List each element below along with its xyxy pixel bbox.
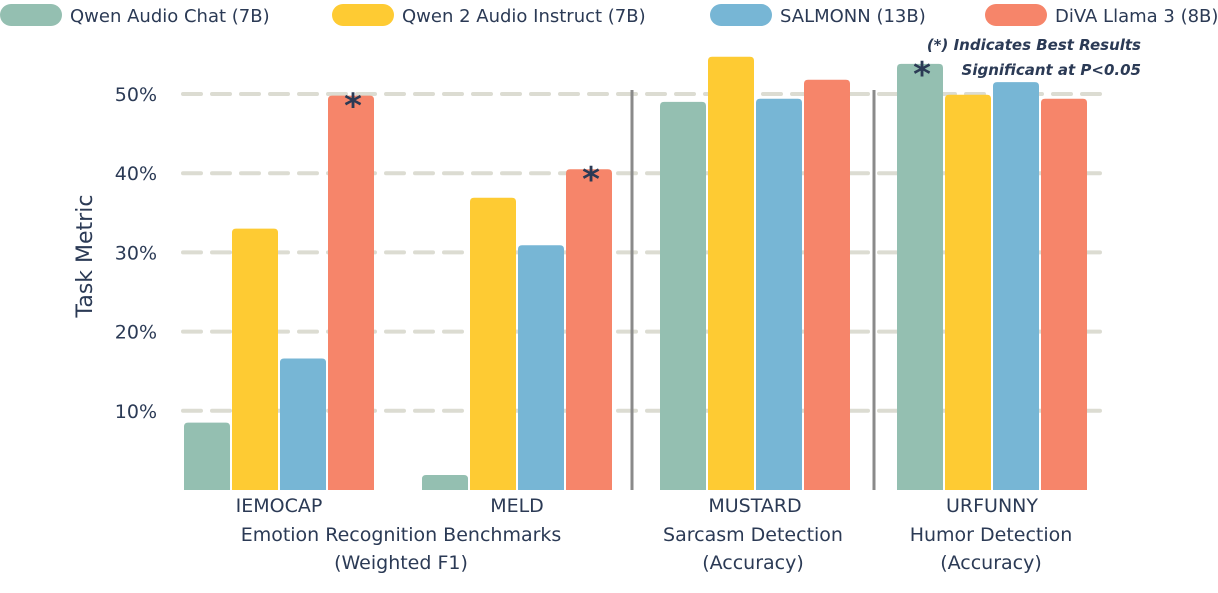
bar — [756, 98, 802, 490]
y-axis-ticks: 10% 20% 30% 40% 50% — [115, 84, 157, 423]
legend-swatch — [0, 4, 62, 26]
significance-note: (*) Indicates Best Results Significant a… — [927, 36, 1141, 79]
x-tick-label: URFUNNY — [946, 495, 1038, 517]
bar — [1041, 98, 1087, 490]
y-tick-label: 10% — [115, 401, 157, 423]
bar — [804, 79, 850, 490]
y-tick-label: 30% — [115, 242, 157, 264]
x-tick-label: IEMOCAP — [236, 495, 323, 517]
bar — [184, 422, 230, 490]
y-tick-label: 50% — [115, 84, 157, 106]
legend-swatch — [985, 4, 1047, 26]
bar — [470, 197, 516, 490]
legend-swatch — [332, 4, 394, 26]
group-label: Humor Detection — [910, 524, 1073, 546]
bar — [328, 95, 374, 491]
significance-markers: * * * — [344, 55, 931, 200]
y-tick-label: 20% — [115, 322, 157, 344]
group-label: Emotion Recognition Benchmarks — [241, 524, 562, 546]
legend: Qwen Audio Chat (7B) Qwen 2 Audio Instruc… — [0, 4, 1218, 27]
group-metric-label: (Weighted F1) — [334, 552, 468, 574]
bar — [660, 101, 706, 491]
bar — [708, 56, 754, 490]
significance-marker: * — [913, 55, 931, 95]
legend-swatch — [710, 4, 772, 26]
x-tick-label: MELD — [490, 495, 544, 517]
group-metric-label: (Accuracy) — [702, 552, 804, 574]
bar — [518, 245, 564, 490]
bar — [280, 358, 326, 490]
bar — [232, 228, 278, 490]
x-tick-label: MUSTARD — [708, 495, 801, 517]
y-axis-label: Task Metric — [73, 195, 98, 319]
bar — [993, 82, 1039, 491]
legend-label: SALMONN (13B) — [780, 6, 926, 27]
bar — [566, 169, 612, 491]
x-axis-labels: IEMOCAP MELD MUSTARD URFUNNY Emotion Recogni… — [236, 495, 1073, 574]
bar — [422, 474, 468, 490]
significance-note-line-2: Significant at P<0.05 — [962, 61, 1141, 79]
legend-label: Qwen Audio Chat (7B) — [70, 6, 270, 27]
significance-marker: * — [582, 160, 600, 200]
y-tick-label: 40% — [115, 163, 157, 185]
group-separators — [630, 90, 876, 490]
legend-label: Qwen 2 Audio Instruct (7B) — [402, 6, 646, 27]
bar — [897, 63, 943, 491]
bar — [945, 94, 991, 491]
significance-note-line-1: (*) Indicates Best Results — [927, 36, 1141, 54]
significance-marker: * — [344, 87, 362, 127]
bars — [184, 56, 1087, 491]
legend-label: DiVA Llama 3 (8B) — [1055, 6, 1218, 27]
group-label: Sarcasm Detection — [663, 524, 843, 546]
group-metric-label: (Accuracy) — [940, 552, 1042, 574]
